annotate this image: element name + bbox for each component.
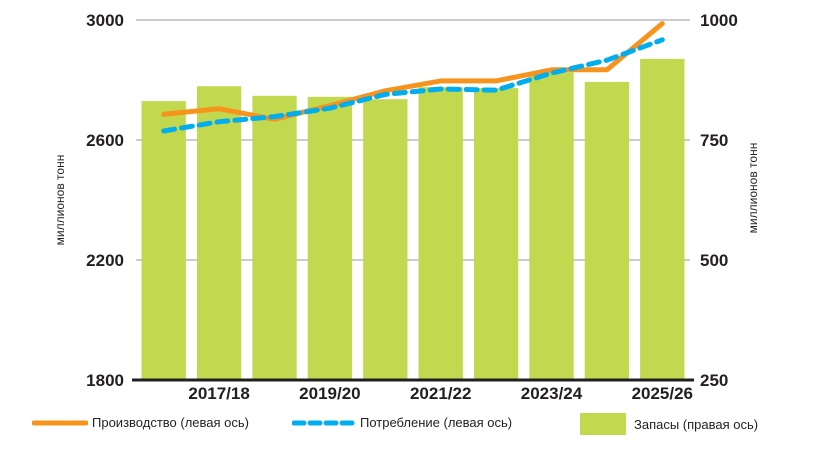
y-left-tick-label: 1800 xyxy=(86,371,124,390)
y-left-tick-label: 2200 xyxy=(86,251,124,270)
bar-stocks xyxy=(141,101,186,381)
y-right-tick-label: 750 xyxy=(700,131,728,150)
line-production xyxy=(161,21,665,122)
legend-swatch-stocks xyxy=(580,413,626,435)
legend-label-production: Производство (левая ось) xyxy=(92,415,249,430)
y-right-tick-label: 1000 xyxy=(700,11,738,30)
x-tick-label: 2021/22 xyxy=(410,384,471,403)
legend-item-stocks: Запасы (правая ось) xyxy=(580,413,758,435)
line-consumption xyxy=(161,37,665,134)
bar-stocks xyxy=(529,72,574,380)
legend-label-stocks: Запасы (правая ось) xyxy=(634,416,759,432)
legend-swatch-consumption xyxy=(292,420,356,425)
y-left-tick-label: 3000 xyxy=(86,11,124,30)
y-right-axis-title: миллионов тонн xyxy=(746,143,760,234)
bar-stocks xyxy=(307,96,353,381)
legend-swatch-production xyxy=(32,420,88,425)
bar-stocks xyxy=(418,87,463,380)
bar-stocks xyxy=(363,99,408,380)
bar-stocks xyxy=(196,86,242,381)
bar-stocks xyxy=(473,88,519,380)
x-tick-label: 2023/24 xyxy=(521,384,583,403)
x-tick-label: 2017/18 xyxy=(188,384,249,403)
bar-stocks xyxy=(584,81,630,381)
bar-stocks xyxy=(640,58,685,380)
legend: Производство (левая ось) Потребление (ле… xyxy=(0,413,820,443)
y-left-axis-title: миллионов тонн xyxy=(53,155,67,246)
legend-label-consumption: Потребление (левая ось) xyxy=(360,415,513,430)
y-right-tick-label: 250 xyxy=(700,371,728,390)
bar-stocks xyxy=(252,95,297,380)
x-tick-label: 2025/26 xyxy=(632,384,693,403)
y-left-tick-label: 2600 xyxy=(86,131,124,150)
x-tick-label: 2019/20 xyxy=(299,384,360,403)
legend-item-consumption: Потребление (левая ось) xyxy=(292,415,512,430)
legend-item-production: Производство (левая ось) xyxy=(32,415,249,430)
y-right-tick-label: 500 xyxy=(700,251,728,270)
